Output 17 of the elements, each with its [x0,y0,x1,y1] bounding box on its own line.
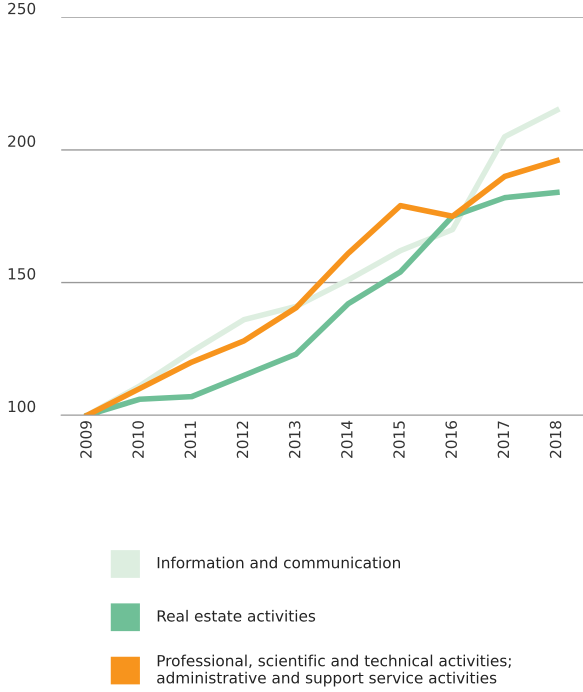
x-tick-label: 2009 [80,421,92,458]
legend-label: Information and communication [158,556,400,568]
y-tick-label: 250 [8,2,36,14]
x-tick-label: 2015 [393,421,405,458]
legend-label: Real estate activities [158,610,316,622]
x-tick-label: 2018 [550,421,562,458]
y-tick-label: 200 [8,135,36,147]
x-tick-label: 2011 [184,421,196,458]
x-tick-label: 2014 [341,420,353,458]
y-tick-label: 150 [8,268,36,280]
x-tick-label: 2013 [288,421,300,458]
legend-label: Professional, scientific and technical activities; administrative and support service activities [157,654,511,686]
x-tick-label: 2010 [132,421,144,458]
x-tick-label: 2017 [498,421,510,458]
x-tick-label: 2016 [445,421,457,458]
x-tick-label: 2012 [236,422,248,458]
y-tick-label: 100 [8,400,36,412]
